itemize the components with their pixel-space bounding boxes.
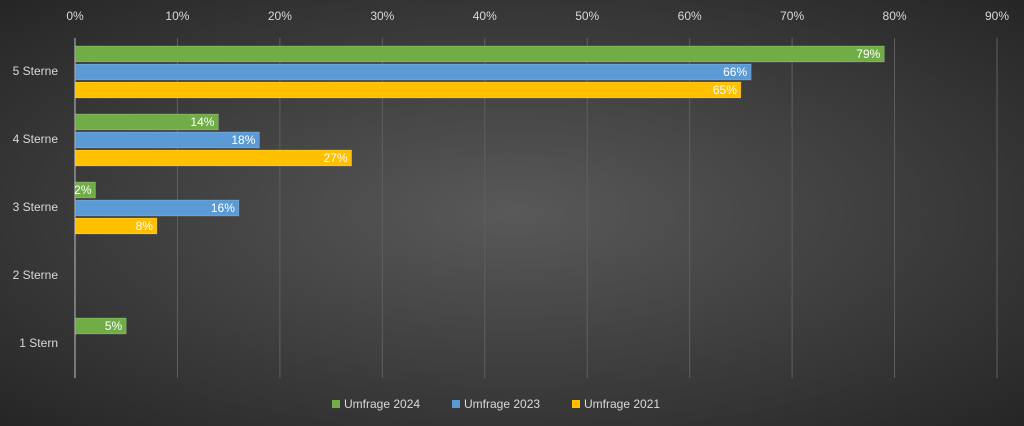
x-tick-label: 70%	[780, 9, 804, 23]
data-label: 27%	[324, 151, 348, 165]
bar	[74, 113, 219, 131]
x-tick-label: 50%	[575, 9, 599, 23]
legend-swatch	[452, 400, 460, 408]
legend-label: Umfrage 2023	[464, 397, 540, 411]
data-label: 5%	[105, 319, 123, 333]
bar	[74, 317, 127, 335]
y-tick-label: 3 Sterne	[13, 200, 59, 214]
x-tick-label: 60%	[678, 9, 702, 23]
bar	[74, 63, 752, 81]
data-label: 65%	[713, 83, 737, 97]
bar	[74, 217, 158, 235]
y-tick-label: 1 Stern	[19, 336, 58, 350]
data-label: 2%	[74, 183, 92, 197]
legend-swatch	[332, 400, 340, 408]
bar	[74, 199, 240, 217]
data-label: 16%	[211, 201, 235, 215]
x-tick-label: 80%	[883, 9, 907, 23]
bar	[74, 149, 352, 167]
x-tick-label: 0%	[66, 9, 84, 23]
y-tick-label: 2 Sterne	[13, 268, 59, 282]
y-tick-label: 5 Sterne	[13, 64, 59, 78]
legend-label: Umfrage 2021	[584, 397, 660, 411]
bar	[74, 45, 885, 63]
x-tick-label: 30%	[370, 9, 394, 23]
x-tick-label: 40%	[473, 9, 497, 23]
data-label: 79%	[856, 47, 880, 61]
bar	[74, 181, 96, 199]
x-tick-label: 10%	[165, 9, 189, 23]
x-tick-label: 20%	[268, 9, 292, 23]
bar	[74, 131, 260, 149]
x-tick-label: 90%	[985, 9, 1009, 23]
bar	[74, 81, 742, 99]
legend-swatch	[572, 400, 580, 408]
legend-label: Umfrage 2024	[344, 397, 420, 411]
data-label: 14%	[190, 115, 214, 129]
data-label: 66%	[723, 65, 747, 79]
data-label: 18%	[231, 133, 255, 147]
y-tick-label: 4 Sterne	[13, 132, 59, 146]
data-label: 8%	[136, 219, 154, 233]
